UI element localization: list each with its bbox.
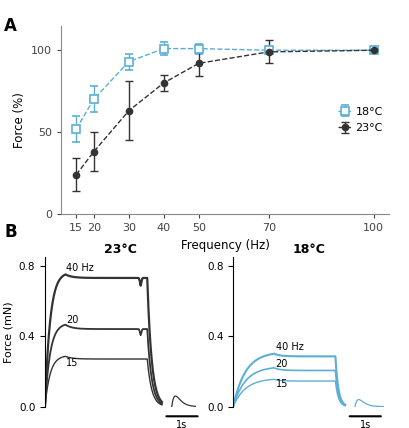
Title: 23°C: 23°C: [104, 243, 137, 256]
Legend: 18°C, 23°C: 18°C, 23°C: [338, 107, 383, 133]
X-axis label: Frequency (Hz): Frequency (Hz): [180, 238, 270, 252]
Y-axis label: Force (%): Force (%): [13, 92, 26, 148]
Text: 40 Hz: 40 Hz: [276, 342, 303, 352]
Text: A: A: [4, 17, 17, 35]
Text: 20: 20: [66, 315, 79, 325]
Text: 15: 15: [66, 358, 79, 368]
Text: 20: 20: [276, 359, 288, 369]
Text: 40 Hz: 40 Hz: [66, 263, 94, 273]
Text: 1s: 1s: [360, 420, 371, 428]
Text: B: B: [4, 223, 17, 241]
Title: 18°C: 18°C: [292, 243, 325, 256]
Y-axis label: Force (mN): Force (mN): [3, 301, 13, 363]
Text: 1s: 1s: [176, 420, 188, 428]
Text: 15: 15: [276, 379, 288, 389]
